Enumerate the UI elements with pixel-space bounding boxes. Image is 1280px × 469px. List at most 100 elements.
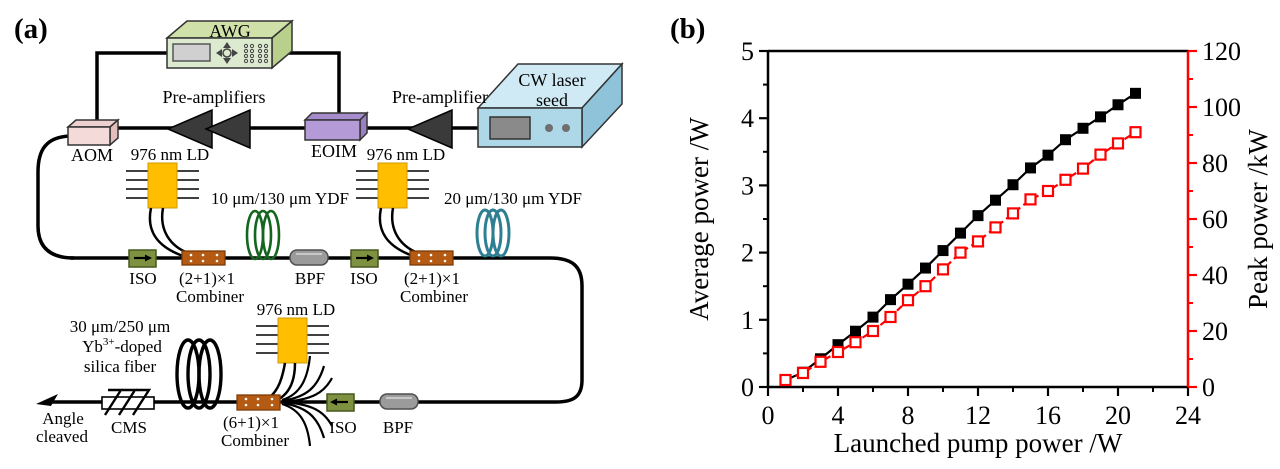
- data-point-open-square: [796, 366, 810, 380]
- combiner1-box: [181, 250, 226, 266]
- data-point-open-square: [1111, 137, 1125, 150]
- data-point-open-square: [831, 345, 845, 359]
- y-right-tick-label: 0: [1202, 373, 1215, 402]
- cw-seed-box: [476, 62, 624, 149]
- seed-display: [489, 116, 531, 140]
- gain-fiber-label-2: Yb3+-doped: [82, 336, 162, 356]
- data-point-open-square: [1024, 193, 1037, 206]
- combiner3-box: [236, 394, 281, 411]
- combiner3-label-1: (6+1)×1: [223, 413, 279, 432]
- y-axis-title-right: Peak power /kW: [1243, 129, 1273, 309]
- x-tick-label: 4: [832, 401, 845, 430]
- data-point-filled-square: [1112, 99, 1124, 111]
- data-point-filled-square: [1060, 134, 1071, 146]
- data-point-filled-square: [1130, 87, 1141, 99]
- pre-amplifiers-label: Pre-amplifiers: [163, 87, 266, 107]
- panel-a-tag: (a): [14, 13, 48, 45]
- awg-display: [172, 43, 211, 62]
- panel-a-diagram: (a): [14, 13, 624, 450]
- data-point-open-square: [919, 280, 932, 293]
- gain-fiber-label-1: 30 μm/250 μm: [70, 317, 170, 336]
- ld2-label: 976 nm LD: [367, 145, 445, 164]
- combiner1-label-1: (2+1)×1: [179, 269, 235, 288]
- x-tick-label: 16: [1035, 401, 1061, 430]
- gain-fiber-label-3: silica fiber: [84, 357, 157, 376]
- ydf2-coil: [475, 208, 511, 258]
- y-axis-title-left: Average power /W: [684, 117, 714, 321]
- arrow-left-icon: [330, 398, 337, 406]
- pump-ld2: [356, 162, 429, 258]
- data-point-filled-square: [990, 194, 1001, 206]
- y-left-tick-label: 5: [741, 37, 754, 66]
- data-point-open-square: [1094, 148, 1107, 161]
- y-right-tick-label: 20: [1202, 317, 1228, 346]
- bpf1-label: BPF: [295, 269, 325, 288]
- data-point-open-square: [989, 221, 1002, 234]
- data-point-filled-square: [902, 278, 914, 290]
- data-point-filled-square: [885, 294, 896, 306]
- data-point-filled-square: [867, 311, 879, 323]
- iso3-box: [326, 393, 355, 412]
- y-right-tick-label: 120: [1202, 37, 1241, 66]
- combiner2-label-2: Combiner: [400, 287, 468, 306]
- y-right-tick-label: 40: [1202, 261, 1228, 290]
- combiner2-box: [409, 250, 454, 266]
- cw-seed-label-1: CW laser: [518, 70, 585, 90]
- ydf2-label: 20 μm/130 μm YDF: [444, 189, 582, 208]
- bpf1-box: [289, 249, 329, 266]
- y-left-tick-label: 1: [741, 306, 754, 335]
- bpf2-label: BPF: [383, 418, 413, 437]
- angle-cleave-arrow-icon: [36, 394, 58, 406]
- y-left-tick-label: 2: [741, 239, 754, 268]
- data-point-filled-square: [850, 325, 861, 337]
- seed-indicator-dot: [562, 124, 570, 132]
- data-point-filled-square: [832, 339, 844, 351]
- output-label-1: Angle: [42, 409, 84, 428]
- y-right-tick-label: 60: [1202, 205, 1228, 234]
- data-point-filled-square: [1095, 111, 1106, 123]
- awg-nav-pad-icon: [216, 42, 238, 64]
- data-point-open-square: [814, 355, 827, 368]
- aom-label: AOM: [71, 145, 113, 165]
- data-point-open-square: [954, 246, 967, 259]
- awg-keypad-icon: [243, 43, 269, 64]
- data-point-open-square: [936, 263, 950, 276]
- data-point-filled-square: [1042, 149, 1054, 161]
- data-point-open-square: [849, 336, 862, 349]
- data-point-filled-square: [1007, 179, 1019, 191]
- arrow-right-icon: [145, 254, 152, 262]
- arrow-right-icon: [367, 254, 374, 262]
- x-tick-label: 12: [965, 401, 991, 430]
- ld-chip-icon: [377, 162, 408, 209]
- combiner3-label-2: Combiner: [221, 431, 289, 450]
- data-point-open-square: [866, 324, 880, 338]
- output-label-2: cleaved: [36, 427, 88, 446]
- data-point-open-square: [1041, 184, 1055, 198]
- y-left-tick-label: 0: [741, 373, 754, 402]
- eoim-box: [303, 111, 369, 142]
- y-right-tick-label: 80: [1202, 149, 1228, 178]
- data-point-filled-square: [955, 227, 966, 239]
- amplifier-triangle-icon: [204, 108, 251, 150]
- series-peak-power: [779, 126, 1142, 387]
- combiner1-label-2: Combiner: [176, 287, 244, 306]
- iso1-box: [128, 249, 157, 268]
- x-tick-label: 24: [1175, 401, 1201, 430]
- ld1-label: 976 nm LD: [131, 145, 209, 164]
- pre-amplifier-label: Pre-amplifier: [392, 87, 488, 107]
- data-point-filled-square: [937, 245, 949, 257]
- y-left-tick-label: 3: [741, 171, 754, 200]
- ld-chip-icon: [277, 317, 308, 364]
- data-point-open-square: [1076, 162, 1090, 175]
- pump-ld1: [126, 162, 199, 258]
- ld-chip-icon: [147, 162, 178, 209]
- data-point-filled-square: [972, 210, 984, 222]
- y-left-tick-label: 4: [741, 104, 754, 133]
- aom-box: [66, 118, 120, 147]
- data-point-open-square: [1006, 207, 1020, 220]
- series-average-power: [780, 87, 1141, 386]
- cw-seed-label-2: seed: [536, 90, 568, 110]
- data-point-open-square: [901, 294, 915, 307]
- data-series: [779, 87, 1142, 387]
